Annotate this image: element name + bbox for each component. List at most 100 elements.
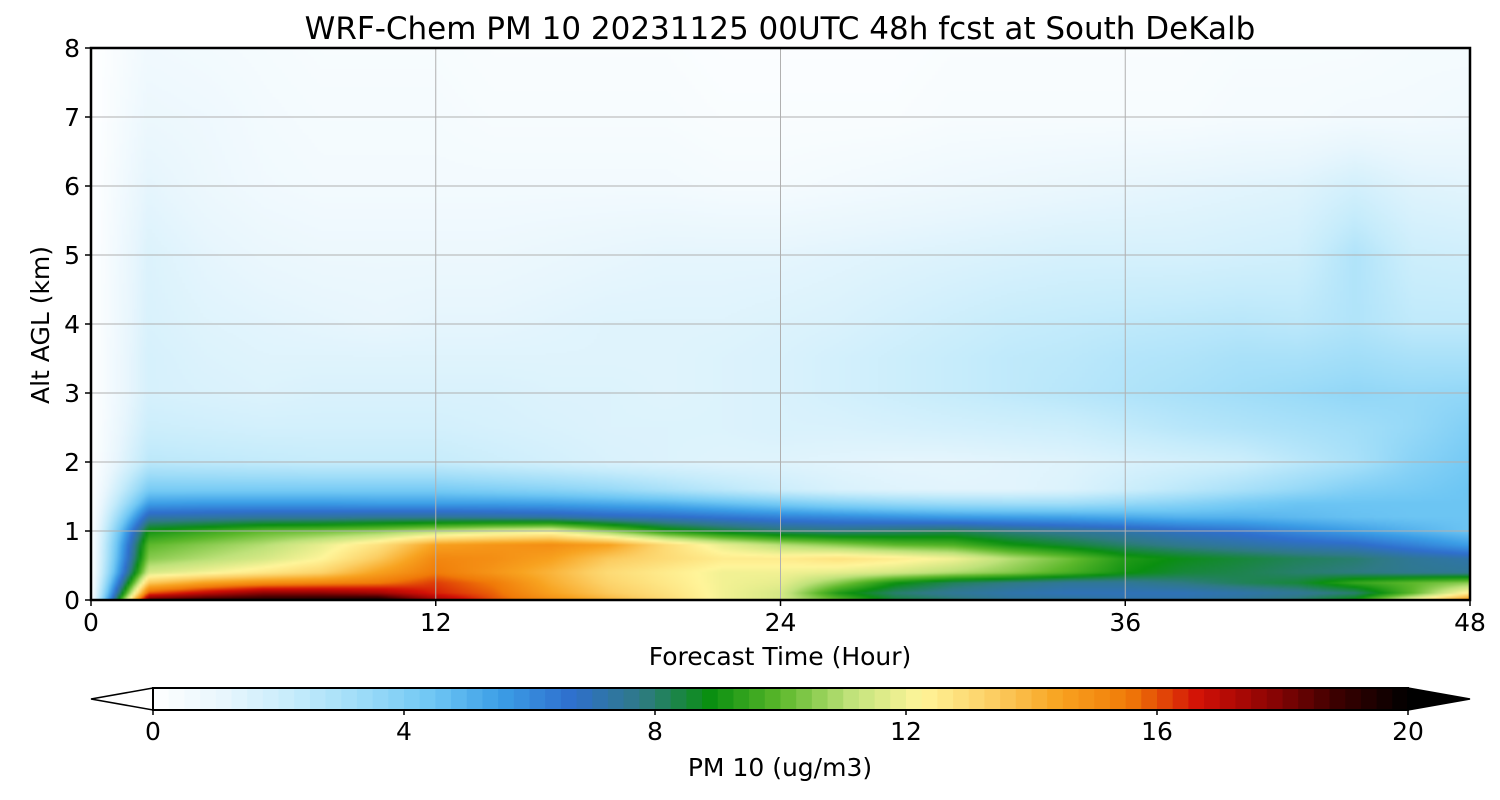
colorbar-segment xyxy=(1329,688,1346,710)
colorbar-segment xyxy=(1172,688,1189,710)
y-tick-label: 6 xyxy=(64,172,80,201)
colorbar-segment xyxy=(1282,688,1299,710)
colorbar-segment xyxy=(388,688,405,710)
colorbar-extend-min xyxy=(90,687,154,711)
colorbar-segment xyxy=(890,688,907,710)
colorbar-segment xyxy=(247,688,264,710)
colorbar-segment xyxy=(215,688,233,710)
x-tick-label: 24 xyxy=(765,608,797,637)
colorbar-segment xyxy=(278,688,295,710)
y-tick-label: 3 xyxy=(64,379,80,408)
colorbar-segment xyxy=(200,688,217,710)
y-tick-label: 5 xyxy=(64,241,80,270)
colorbar-segment xyxy=(1078,688,1095,710)
colorbar-segment xyxy=(984,688,1001,710)
colorbar-segment xyxy=(451,688,468,710)
colorbar-segment xyxy=(655,688,672,710)
colorbar-segment xyxy=(749,688,766,710)
colorbar-segment xyxy=(1062,688,1080,710)
colorbar-label: PM 10 (ug/m3) xyxy=(688,753,872,782)
colorbar-segment xyxy=(1015,688,1033,710)
colorbar-segment xyxy=(1345,688,1362,710)
colorbar-tick-label: 0 xyxy=(145,717,161,746)
colorbar: 0 4 8 12 16 20 PM 10 (ug/m3) xyxy=(90,687,1471,782)
colorbar-segment xyxy=(796,688,813,710)
x-axis-label: Forecast Time (Hour) xyxy=(649,642,912,671)
chart-title: WRF-Chem PM 10 20231125 00UTC 48h fcst a… xyxy=(305,11,1256,47)
colorbar-segment xyxy=(843,688,860,710)
y-axis: 0 1 2 3 4 5 6 7 8 xyxy=(64,34,91,615)
colorbar-segment xyxy=(592,688,609,710)
colorbar-segment xyxy=(325,688,342,710)
colorbar-segment xyxy=(968,688,986,710)
colorbar-segment xyxy=(1000,688,1017,710)
colorbar-segment xyxy=(372,688,389,710)
colorbar-segment xyxy=(1125,688,1142,710)
colorbar-segment xyxy=(623,688,640,710)
colorbar-segment xyxy=(1360,688,1378,710)
colorbar-segment xyxy=(1031,688,1048,710)
colorbar-segment xyxy=(1235,688,1252,710)
colorbar-segment xyxy=(702,688,719,710)
colorbar-segment xyxy=(607,688,625,710)
colorbar-segment xyxy=(309,688,327,710)
colorbar-segment xyxy=(294,688,311,710)
y-tick-label: 2 xyxy=(64,448,80,477)
colorbar-segment xyxy=(513,688,531,710)
colorbar-tick-label: 20 xyxy=(1392,717,1424,746)
colorbar-segment xyxy=(168,688,185,710)
colorbar-segment xyxy=(1376,688,1393,710)
colorbar-tick-label: 16 xyxy=(1141,717,1173,746)
x-axis: 0 12 24 36 48 xyxy=(83,600,1486,637)
colorbar-segment xyxy=(686,688,703,710)
colorbar-segment xyxy=(1298,688,1315,710)
colorbar-segment xyxy=(482,688,499,710)
colorbar-segment xyxy=(1266,688,1284,710)
y-tick-label: 7 xyxy=(64,103,80,132)
colorbar-segment xyxy=(1047,688,1064,710)
colorbar-segment xyxy=(937,688,954,710)
colorbar-tick-label: 8 xyxy=(647,717,663,746)
colorbar-tick-label: 4 xyxy=(396,717,412,746)
colorbar-segment xyxy=(1313,688,1331,710)
colorbar-segment xyxy=(906,688,923,710)
y-tick-label: 0 xyxy=(64,586,80,615)
colorbar-segment xyxy=(341,688,358,710)
x-tick-label: 0 xyxy=(83,608,99,637)
y-tick-label: 4 xyxy=(64,310,80,339)
colorbar-tick-label: 12 xyxy=(890,717,922,746)
colorbar-segment xyxy=(435,688,452,710)
colorbar-segment xyxy=(670,688,687,710)
colorbar-segment xyxy=(764,688,782,710)
colorbar-segment xyxy=(498,688,515,710)
colorbar-segment xyxy=(404,688,421,710)
x-tick-label: 12 xyxy=(420,608,452,637)
colorbar-segment xyxy=(419,688,436,710)
colorbar-segment xyxy=(1094,688,1111,710)
y-axis-label: Alt AGL (km) xyxy=(26,246,55,404)
colorbar-segment xyxy=(780,688,797,710)
colorbar-segment xyxy=(529,688,546,710)
colorbar-segment xyxy=(466,688,484,710)
colorbar-segment xyxy=(153,688,170,710)
colorbar-segment xyxy=(717,688,735,710)
plot-area xyxy=(89,46,1472,602)
colorbar-segment xyxy=(356,688,374,710)
colorbar-segment xyxy=(874,688,891,710)
colorbar-segments xyxy=(153,688,1409,710)
colorbar-segment xyxy=(545,688,562,710)
colorbar-segment xyxy=(1141,688,1158,710)
colorbar-segment xyxy=(1204,688,1221,710)
colorbar-segment xyxy=(1251,688,1268,710)
colorbar-segment xyxy=(733,688,750,710)
colorbar-segment xyxy=(576,688,593,710)
colorbar-segment xyxy=(1392,688,1409,710)
colorbar-ticks: 0 4 8 12 16 20 xyxy=(145,710,1424,746)
colorbar-segment xyxy=(560,688,578,710)
x-tick-label: 36 xyxy=(1109,608,1141,637)
colorbar-segment xyxy=(184,688,201,710)
colorbar-segment xyxy=(1157,688,1174,710)
colorbar-segment xyxy=(811,688,829,710)
colorbar-segment xyxy=(827,688,844,710)
